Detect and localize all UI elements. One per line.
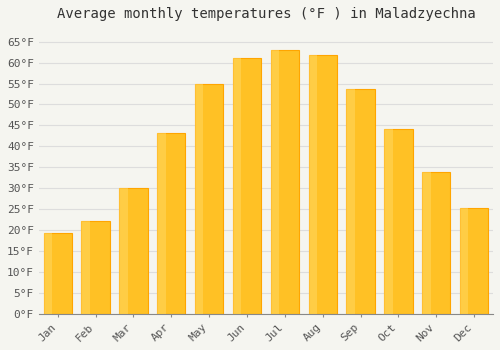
Bar (422, 173, 430, 314)
Bar (270, 50, 299, 314)
Bar (44, 233, 72, 314)
Bar (195, 84, 203, 314)
Bar (384, 129, 412, 314)
Bar (82, 222, 110, 314)
Bar (195, 84, 224, 314)
Bar (308, 55, 317, 314)
Bar (233, 58, 261, 314)
Title: Average monthly temperatures (°F ) in Maladzyechna: Average monthly temperatures (°F ) in Ma… (56, 7, 476, 21)
Bar (460, 208, 488, 314)
Bar (233, 58, 241, 314)
Bar (384, 129, 392, 314)
Bar (119, 188, 128, 314)
Bar (82, 222, 90, 314)
Bar (157, 133, 166, 314)
Bar (346, 89, 375, 314)
Bar (346, 89, 355, 314)
Bar (44, 233, 52, 314)
Bar (270, 50, 279, 314)
Bar (157, 133, 186, 314)
Bar (422, 173, 450, 314)
Bar (460, 208, 468, 314)
Bar (308, 55, 337, 314)
Bar (119, 188, 148, 314)
